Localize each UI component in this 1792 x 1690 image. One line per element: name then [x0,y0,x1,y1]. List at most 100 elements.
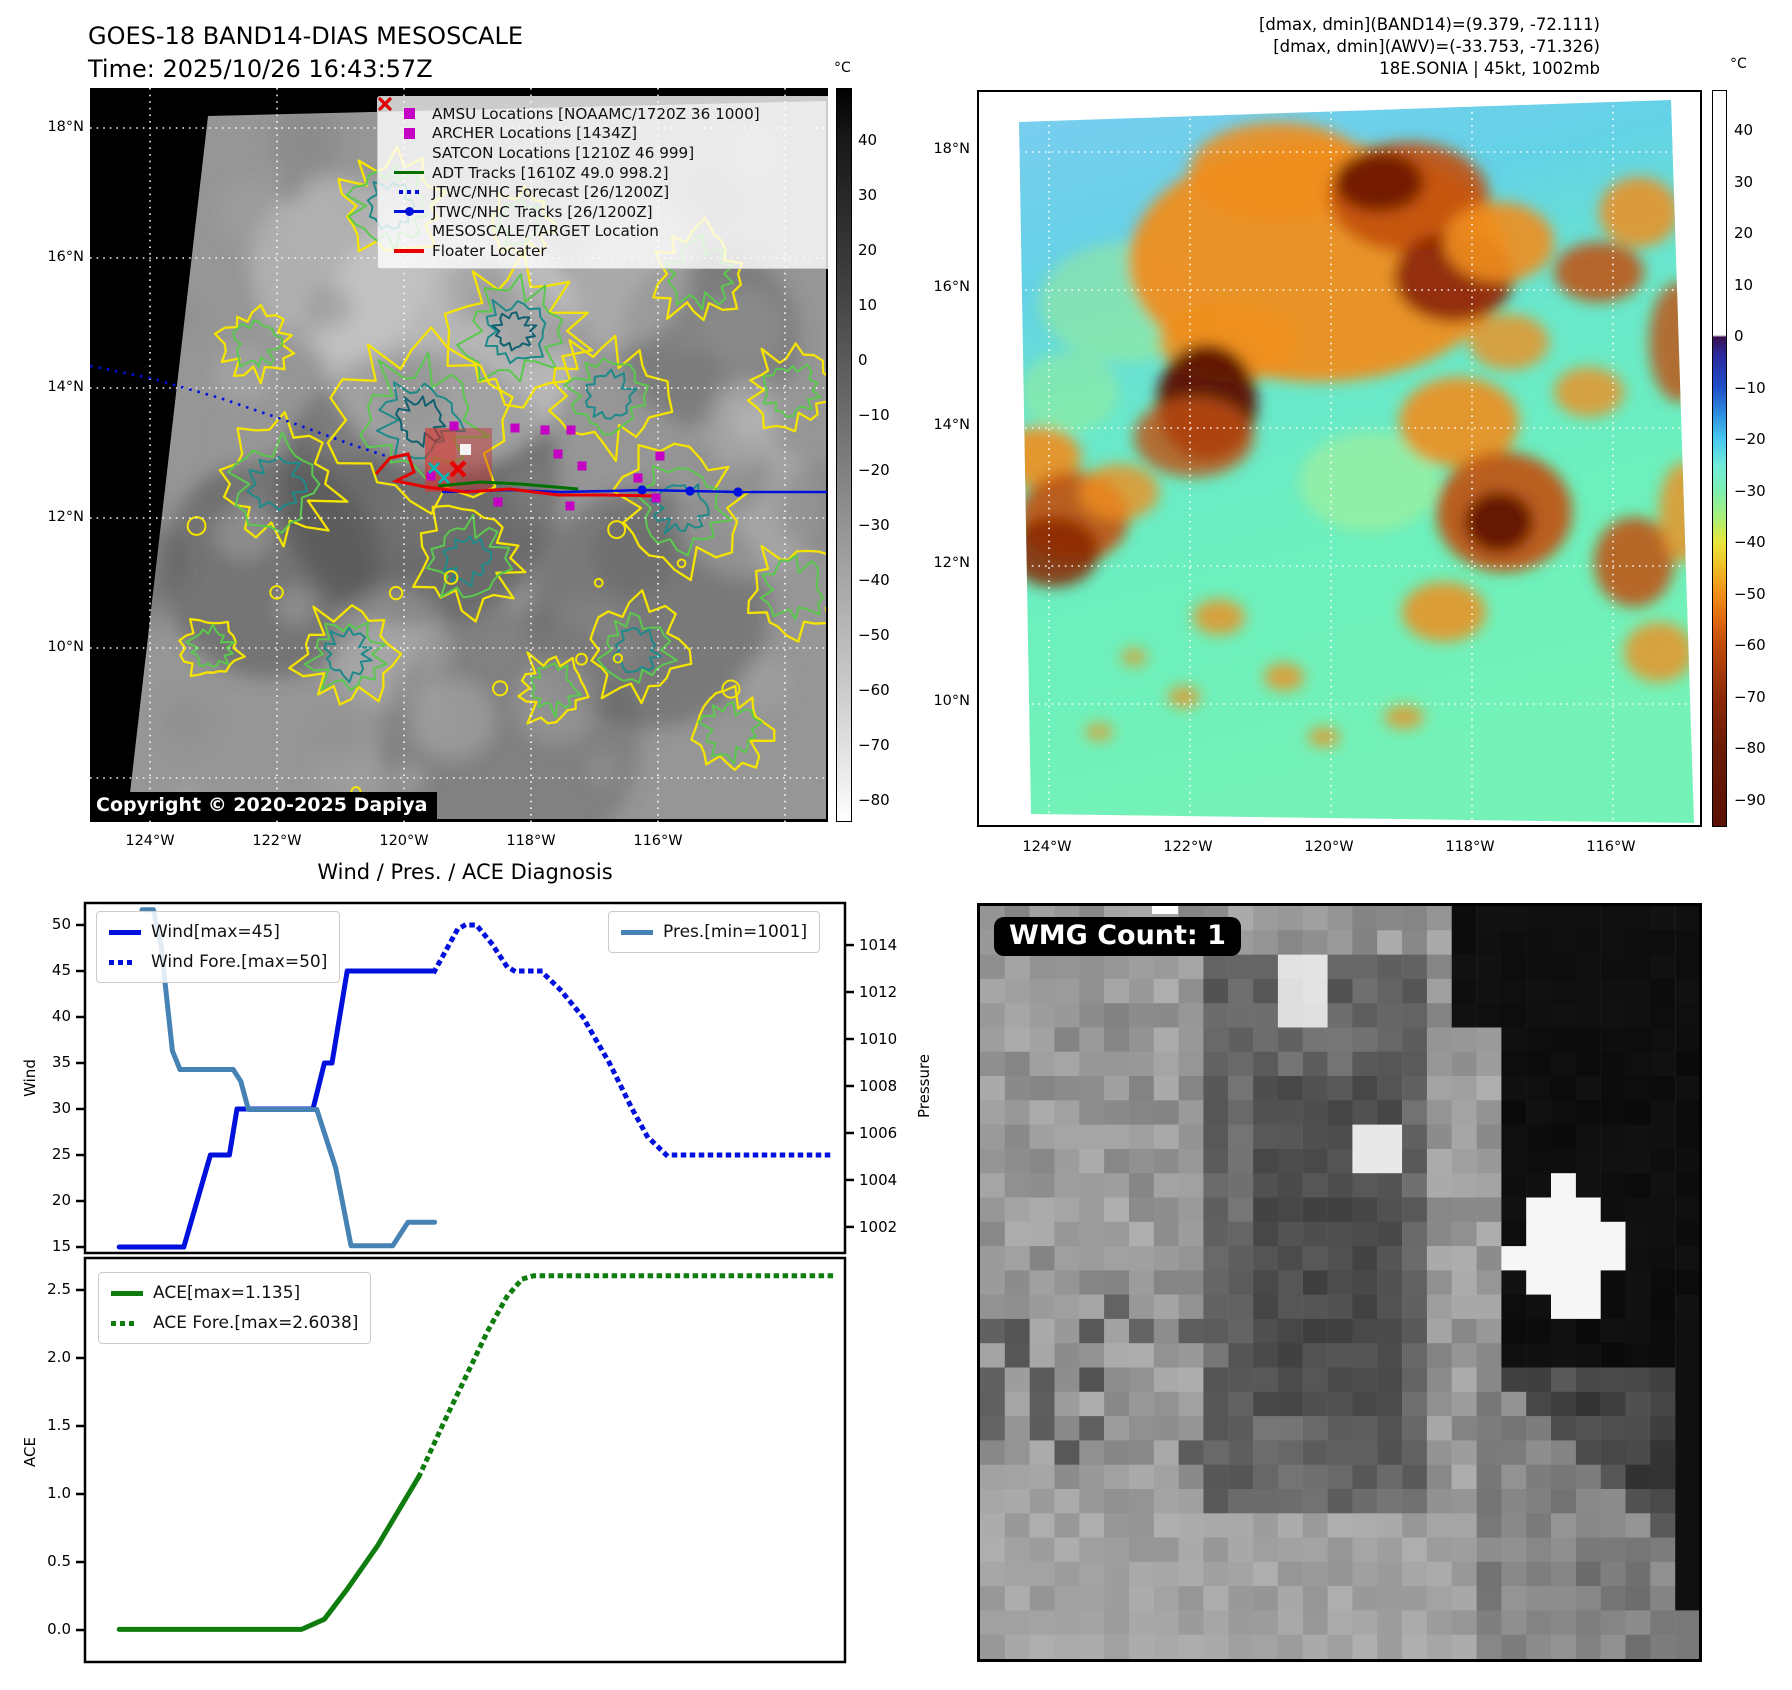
wind-line-icon [109,929,151,935]
colorbar-tick-label: −70 [858,736,890,754]
colorbar-tick-label: −10 [1734,378,1766,397]
wmg-count-badge: WMG Count: 1 [994,917,1241,956]
colorbar-tick-label: −50 [1734,584,1766,603]
colorbar-tick-label: −50 [858,626,890,644]
lat-axis-label: 16°N [933,279,970,295]
legend-label: ACE[max=1.135] [153,1283,301,1303]
lat-axis-label: 18°N [47,119,84,135]
legend-item: JTWC/NHC Forecast [26/1200Z] [386,182,828,202]
lon-axis-label: 122°W [1163,839,1213,855]
colorbar-tick-label: 10 [858,296,878,314]
dmax-dmin-awv: [dmax, dmin](AWV)=(-33.753, -71.326) [1273,37,1600,56]
axis-tick-label: 20 [51,1191,71,1209]
lon-axis-label: 122°W [252,833,302,849]
legend-label: Wind[max=45] [151,922,280,942]
square-marker-icon [386,108,432,120]
legend-item: Floater Locater [386,241,828,261]
legend-item: Wind[max=45] [109,917,327,947]
legend-item: ADT Tracks [1610Z 49.0 998.2] [386,163,828,183]
colorbar-tick-label: −20 [858,461,890,479]
colorbar-tick-label: −40 [1734,533,1766,551]
colorbar-tick-label: 40 [858,131,878,149]
lon-axis-label: 124°W [1022,839,1072,855]
colorbar-tick-label: 0 [858,351,868,369]
lat-axis-label: 14°N [933,417,970,433]
colorbar-tick-label: −30 [858,516,890,534]
axis-tick-label: 45 [51,960,71,979]
axis-tick-label: 1006 [859,1123,898,1142]
axis-tick-label: 1.0 [47,1484,71,1502]
axis-tick-label: 1002 [859,1217,898,1236]
axis-tick-label: 1012 [859,983,898,1002]
awv-satellite-image [1019,100,1694,823]
axis-tick-label: 0.0 [47,1620,71,1639]
colorbar-tick-label: 20 [858,241,878,259]
lat-axis-label: 10°N [933,693,970,709]
colorbar-tick-label: −20 [1734,430,1766,448]
colorbar-tick-label: −60 [858,681,890,699]
series-observed [116,968,438,1250]
ace-forecast-dotted-icon [111,1320,153,1326]
dmax-dmin-band14: [dmax, dmin](BAND14)=(9.379, -72.111) [1258,15,1600,34]
legend-item: Wind Fore.[max=50] [109,947,327,977]
lon-axis-label: 116°W [1586,839,1636,855]
axis-tick-label: 15 [51,1237,71,1256]
legend-label: JTWC/NHC Forecast [26/1200Z] [432,183,670,202]
time-subtitle: Time: 2025/10/26 16:43:57Z [88,55,433,83]
axis-tick-label: 40 [51,1006,71,1025]
axis-tick-label: 50 [51,914,71,933]
grid-lines [1019,100,1694,823]
axis-tick-label: 1008 [859,1076,898,1095]
awv-map-panel [977,90,1702,827]
axis-tick-label: 1010 [859,1030,898,1048]
colorbar-tick-label: −70 [1734,687,1766,706]
legend-item: ARCHER Locations [1434Z] [386,124,828,144]
lon-axis-label: 120°W [1304,839,1354,855]
colorbar-tick-label: −90 [1734,790,1766,809]
axis-tick-label: 35 [51,1053,71,1071]
legend-label: JTWC/NHC Tracks [26/1200Z] [432,202,653,221]
legend-item: ACE Fore.[max=2.6038] [111,1308,358,1338]
ace-line-icon [111,1290,153,1296]
line-marker-icon [386,249,432,253]
dotted-line-icon [386,190,432,195]
lon-axis-label: 120°W [379,833,429,849]
axis-tick-label: 2.5 [47,1279,71,1298]
colorbar-tick-label: 20 [1734,224,1754,242]
band14-colorbar-unit: °C [834,60,851,76]
pressure-axis-label: Pressure [915,1053,933,1119]
line-with-dot-icon [386,207,432,217]
map-legend: AMSU Locations [NOAAMC/1720Z 36 1000] ARC… [377,96,828,269]
line-marker-icon [386,170,432,175]
axis-tick-label: 1014 [859,936,898,955]
lon-axis-label: 116°W [633,833,683,849]
awv-colorbar [1712,90,1727,827]
pressure-legend: Pres.[min=1001] [608,911,821,953]
colorbar-tick-label: 30 [1734,172,1754,191]
colorbar-tick-label: −80 [1734,739,1766,757]
axis-tick-label: 25 [51,1145,71,1163]
colorbar-tick-label: −10 [858,406,890,424]
legend-item: Pres.[min=1001] [621,917,807,947]
legend-label: ACE Fore.[max=2.6038] [153,1313,359,1333]
legend-item: SATCON Locations [1210Z 46 999] [378,97,828,163]
lat-axis-label: 16°N [47,249,84,265]
awv-colorbar-unit: °C [1730,56,1747,72]
axis-tick-label: 1004 [859,1170,898,1189]
legend-label: ADT Tracks [1610Z 49.0 998.2] [432,163,669,182]
legend-item: JTWC/NHC Tracks [26/1200Z] [386,202,828,222]
wmg-panel: WMG Count: 1 [977,903,1702,1662]
lon-axis-label: 118°W [1445,839,1495,855]
axis-tick-label: 30 [51,1099,71,1117]
lat-axis-label: 10°N [47,639,84,655]
axis-tick-label: 0.5 [47,1552,71,1571]
figure-header-right: [dmax, dmin](BAND14)=(9.379, -72.111) [d… [1259,14,1600,80]
series-forecast [416,1273,837,1479]
lat-axis-label: 14°N [47,379,84,395]
legend-label: AMSU Locations [NOAAMC/1720Z 36 1000] [432,104,760,123]
copyright-badge: Copyright © 2020-2025 Dapiya [90,792,438,820]
legend-label: Floater Locater [432,241,547,260]
ace-legend: ACE[max=1.135] ACE Fore.[max=2.6038] [98,1272,372,1344]
lon-axis-label: 118°W [506,833,556,849]
